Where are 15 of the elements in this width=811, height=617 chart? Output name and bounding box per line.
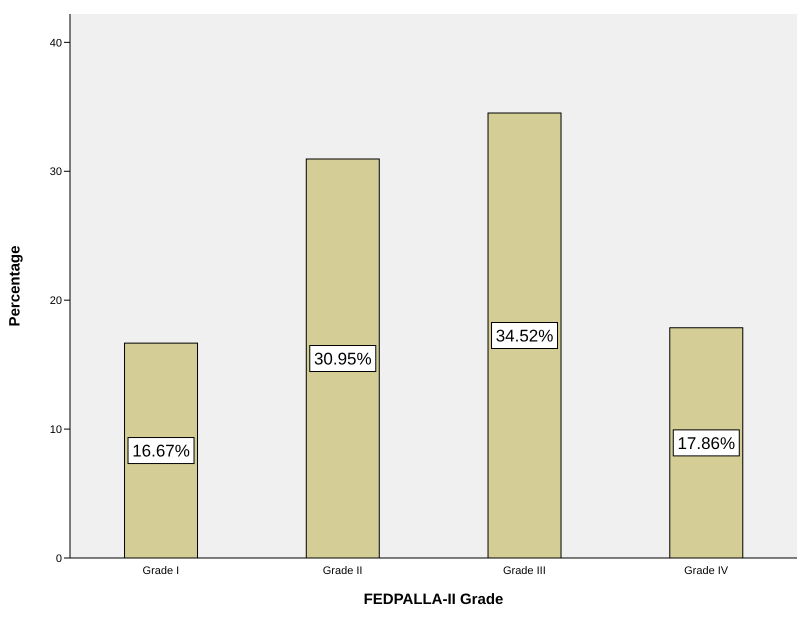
y-tick-label: 40 [50,37,62,50]
x-tick-label: Grade I [142,564,180,577]
y-tick-label: 20 [50,295,62,308]
y-tick-label: 0 [56,552,62,565]
data-label: 30.95% [314,350,372,369]
y-tick-label: 30 [50,166,62,178]
x-axis-title: FEDPALLA-II Grade [364,591,504,608]
y-axis-title: Percentage [6,246,24,326]
x-tick-label: Grade III [502,564,546,577]
data-label: 34.52% [496,326,554,346]
data-label: 16.67% [132,442,190,461]
y-tick-label: 10 [50,424,62,436]
x-tick-label: Grade II [322,564,362,577]
data-label: 17.86% [677,434,736,453]
x-tick-label: Grade IV [684,564,729,577]
